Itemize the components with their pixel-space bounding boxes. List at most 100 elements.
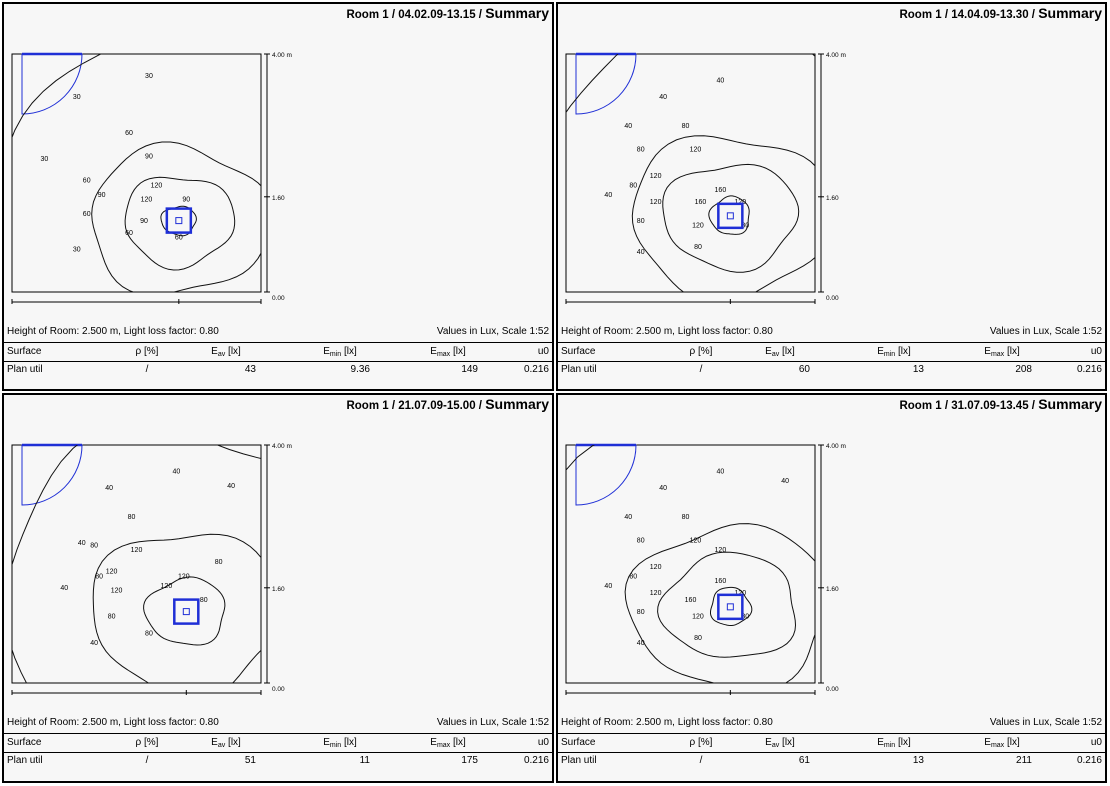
header-eav-sub: av	[217, 351, 226, 358]
y-tick-label: 0.00	[826, 295, 839, 302]
contour-label: 40	[604, 192, 612, 199]
contour-label: 120	[650, 590, 662, 597]
header-emin-unit: [lx]	[895, 737, 911, 748]
panel-title: Room 1 / 14.04.09-13.30 / Summary	[899, 5, 1102, 23]
contour-label: 120	[111, 588, 123, 595]
cell-eav: 61	[798, 755, 810, 766]
luminaire-icon	[173, 598, 200, 625]
door-swing-icon	[575, 53, 637, 115]
cell-eav: 43	[244, 364, 256, 375]
cell-rho: /	[699, 755, 703, 766]
header-rho: ρ [%]	[135, 737, 159, 748]
header-eav-base: E	[765, 737, 772, 748]
contour-label: 160	[695, 199, 707, 206]
contour-label: 40	[716, 469, 724, 476]
contour-label: 40	[90, 640, 98, 647]
contour-label: 120	[151, 182, 163, 189]
header-eav-sub: av	[771, 742, 780, 749]
door-swing-icon	[21, 444, 83, 506]
table-separator	[558, 361, 1105, 362]
header-emin: Emin [lx]	[877, 346, 911, 358]
cell-u0: 0.216	[1076, 364, 1102, 375]
cell-rho: /	[699, 364, 703, 375]
cell-u0: 0.216	[1076, 755, 1102, 766]
header-emin-sub: min	[329, 742, 342, 749]
table-separator	[4, 342, 552, 343]
door-swing-icon	[575, 444, 637, 506]
room-outline	[11, 53, 262, 293]
isolux-contour	[662, 163, 800, 273]
table-separator	[4, 361, 552, 362]
y-tick-label: 0.00	[272, 686, 285, 693]
contour-label: 120	[734, 199, 746, 206]
y-tick-label: 0.00	[826, 686, 839, 693]
header-emax-sub: max	[990, 351, 1005, 358]
header-surface: Surface	[561, 737, 596, 748]
header-emax-unit: [lx]	[1004, 737, 1020, 748]
isolux-contour	[143, 576, 226, 646]
header-rho: ρ [%]	[689, 346, 713, 357]
header-eav-base: E	[765, 346, 772, 357]
cell-emax: 175	[461, 755, 478, 766]
isolux-contour	[12, 54, 102, 139]
contour-label: 90	[182, 197, 190, 204]
header-surface: Surface	[561, 346, 596, 357]
table-separator	[558, 752, 1105, 753]
contour-label: 80	[741, 614, 749, 621]
contour-label: 80	[128, 514, 136, 521]
panel-title: Room 1 / 31.07.09-13.45 / Summary	[899, 396, 1102, 414]
room-height-info: Height of Room: 2.500 m, Light loss fact…	[561, 326, 773, 337]
isolux-contour	[708, 195, 750, 235]
header-surface: Surface	[7, 737, 42, 748]
contour-label: 30	[73, 247, 81, 254]
contour-label: 40	[781, 478, 789, 485]
y-tick-label: 4.00 m	[272, 443, 292, 450]
isolux-plot: 30 30 30 30 60 60 60 60 60 90 90 90 90 120 120 4.00 m 1.…	[11, 52, 292, 304]
y-tick-label: 4.00 m	[272, 52, 292, 59]
header-emin-unit: [lx]	[341, 346, 357, 357]
summary-panel: Room 1 / 31.07.09-13.45 / Summary 40 40 40 4…	[556, 393, 1107, 783]
isolux-contour	[710, 586, 753, 626]
header-emax-sub: max	[990, 742, 1005, 749]
header-eav: Eav [lx]	[211, 346, 241, 358]
contour-label: 80	[629, 573, 637, 580]
header-eav-unit: [lx]	[779, 737, 795, 748]
contour-label: 30	[40, 156, 48, 163]
header-emax-base: E	[430, 346, 437, 357]
cell-eav: 60	[798, 364, 810, 375]
cell-surface: Plan util	[561, 364, 597, 375]
contour-label: 30	[73, 94, 81, 101]
contour-label: 120	[161, 583, 173, 590]
y-tick-label: 4.00 m	[826, 52, 846, 59]
contour-label: 120	[690, 147, 702, 154]
scale-info: Values in Lux, Scale 1:52	[989, 717, 1102, 728]
header-emin-base: E	[877, 346, 884, 357]
contour-label: 80	[90, 542, 98, 549]
contour-label: 80	[629, 182, 637, 189]
isolux-contour	[124, 176, 236, 271]
contour-label: 80	[682, 123, 690, 130]
header-emax-unit: [lx]	[450, 346, 466, 357]
scale-info: Values in Lux, Scale 1:52	[436, 717, 549, 728]
luminaire-icon	[717, 202, 744, 230]
cell-rho: /	[145, 755, 149, 766]
isolux-contour	[91, 141, 261, 292]
panel-title: Room 1 / 21.07.09-15.00 / Summary	[346, 396, 549, 414]
panel-title-room: Room 1 / 21.07.09-15.00 /	[346, 400, 486, 412]
contour-label: 60	[125, 230, 133, 237]
header-emin-sub: min	[329, 351, 342, 358]
contour-label: 160	[715, 187, 727, 194]
contour-label: 60	[125, 130, 133, 137]
contour-label: 60	[83, 178, 91, 185]
header-u0: u0	[1090, 737, 1102, 748]
cell-emax: 149	[461, 364, 478, 375]
y-tick-label: 1.60	[826, 586, 839, 593]
panel-title-summary: Summary	[485, 5, 549, 21]
contour-label: 120	[106, 569, 118, 576]
isolux-contour	[624, 523, 815, 683]
contour-label: 80	[95, 573, 103, 580]
contour-label: 40	[60, 585, 68, 592]
header-emax-unit: [lx]	[1004, 346, 1020, 357]
room-outline	[565, 444, 816, 684]
header-emax: Emax [lx]	[430, 346, 465, 358]
